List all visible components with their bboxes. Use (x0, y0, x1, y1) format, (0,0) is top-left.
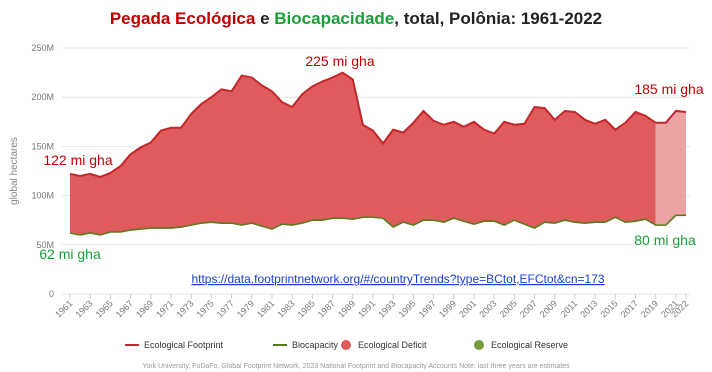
x-tick-label: 1967 (114, 298, 135, 319)
title-part: , total, Polônia: 1961-2022 (394, 9, 603, 28)
x-tick-label: 1965 (94, 298, 115, 319)
deficit-area (655, 110, 686, 226)
y-tick-label: 0 (49, 289, 54, 299)
x-tick-label: 1969 (134, 298, 155, 319)
legend-label: Ecological Footprint (144, 340, 224, 350)
x-tick-label: 2013 (578, 298, 599, 319)
x-tick-label: 1971 (154, 298, 175, 319)
source-link[interactable]: https://data.footprintnetwork.org/#/coun… (191, 272, 604, 286)
x-tick-label: 1987 (316, 298, 337, 319)
chart-title: Pegada Ecológica e Biocapacidade, total,… (0, 9, 712, 29)
y-axis-label: global hectares (9, 137, 20, 205)
legend-symbol (341, 340, 351, 350)
x-tick-label: 1993 (376, 298, 397, 319)
series-line (69, 214, 686, 236)
annotation: 80 mi gha (634, 232, 696, 248)
legend-label: Biocapacity (292, 340, 339, 350)
x-tick-label: 1997 (417, 298, 438, 319)
x-tick-label: 1963 (73, 298, 94, 319)
x-tick-label: 1989 (336, 298, 357, 319)
annotation: 62 mi gha (39, 246, 101, 262)
footer: York University, FoDaFo, Global Footprin… (142, 363, 570, 370)
x-tick-label: 2001 (457, 298, 478, 319)
x-tick-label: 2009 (538, 298, 559, 319)
x-tick-label: 2011 (559, 298, 580, 319)
y-tick-label: 100M (31, 191, 54, 201)
y-tick-label: 200M (31, 92, 54, 102)
x-tick-label: 1995 (397, 298, 418, 319)
title-part: Pegada Ecológica (109, 9, 256, 28)
x-tick-label: 1991 (356, 298, 377, 319)
x-tick-label: 1999 (437, 298, 458, 319)
y-tick-label: 250M (31, 43, 54, 53)
y-tick-label: 150M (31, 141, 54, 151)
title-part: Biocapacidade (274, 9, 395, 28)
series-line (69, 71, 687, 178)
deficit-area (70, 72, 656, 235)
x-tick-label: 1977 (215, 298, 236, 319)
x-tick-label: 1979 (235, 298, 256, 319)
annotation: 185 mi gha (634, 81, 703, 97)
legend-label: Ecological Reserve (491, 340, 568, 350)
annotation: 225 mi gha (305, 53, 374, 69)
x-tick-label: 2007 (518, 298, 539, 319)
x-tick-label: 2017 (619, 298, 640, 319)
x-tick-label: 2005 (498, 298, 519, 319)
x-tick-label: 2015 (598, 298, 619, 319)
x-tick-label: 1985 (296, 298, 317, 319)
y-tick-label: 50M (36, 240, 54, 250)
title-part: e (260, 9, 270, 28)
x-tick-label: 1983 (275, 298, 296, 319)
annotation: 122 mi gha (43, 152, 112, 168)
legend-label: Ecological Deficit (358, 340, 427, 350)
legend-symbol (474, 340, 484, 350)
x-tick-label: 1975 (195, 298, 216, 319)
x-tick-label: 1961 (53, 298, 74, 319)
x-tick-label: 1981 (255, 298, 276, 319)
x-tick-label: 2019 (639, 298, 660, 319)
x-tick-label: 1973 (174, 298, 195, 319)
x-tick-label: 2003 (477, 298, 498, 319)
